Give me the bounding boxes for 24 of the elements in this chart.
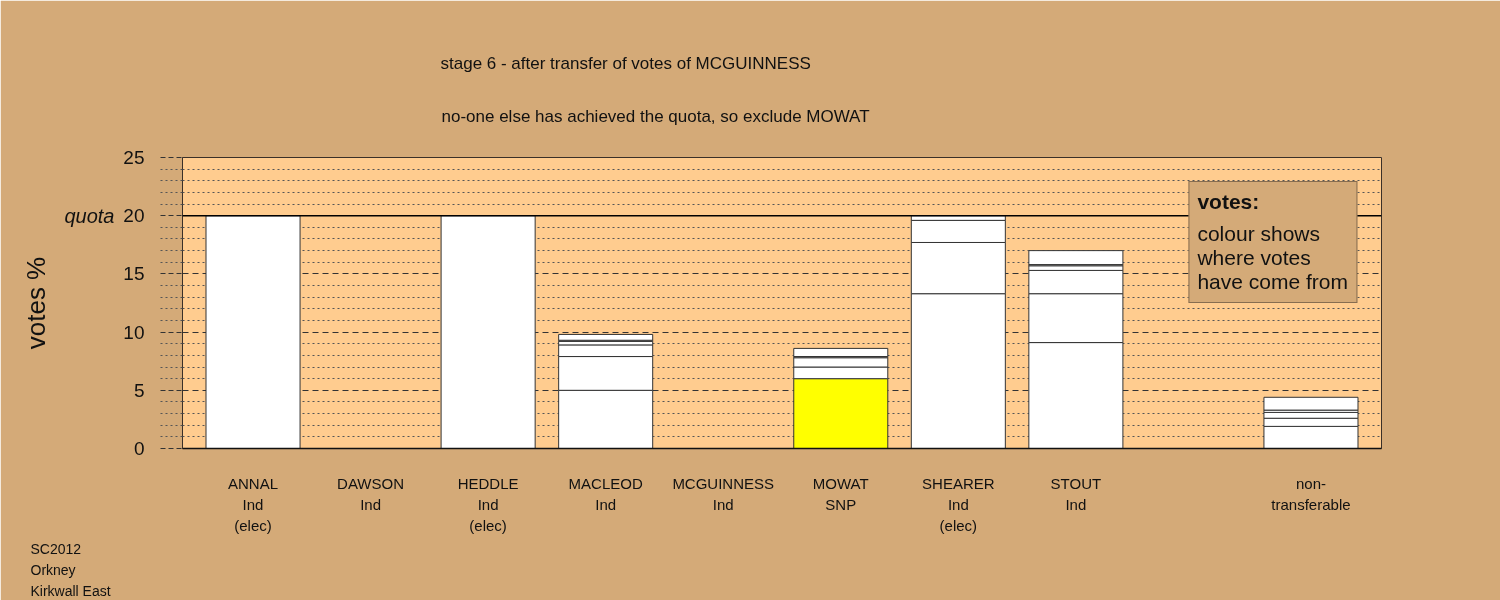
x-tick-label: non- transferable bbox=[1271, 474, 1351, 513]
annotation: colour shows where votes have come from bbox=[1197, 222, 1348, 294]
y-tick-label: 15 bbox=[123, 263, 145, 285]
text: Orkney bbox=[30, 562, 76, 578]
x-tick-label: DAWSON Ind bbox=[337, 474, 405, 513]
x-tick-label: STOUT Ind bbox=[1050, 474, 1102, 513]
legend-title: votes: bbox=[1197, 190, 1261, 214]
y-tick-label: 25 bbox=[123, 147, 145, 168]
y-tick-label: 10 bbox=[123, 321, 145, 343]
y-tick-label: 0 bbox=[133, 438, 145, 459]
y-tick-label: 5 bbox=[133, 379, 145, 401]
text: SC2012 bbox=[30, 541, 82, 557]
x-tick-label: HEDDLE Ind (elec) bbox=[457, 474, 519, 534]
x-tick-label: SHEARER Ind (elec) bbox=[922, 474, 995, 534]
chart-subtitle: no-one else has achieved the quota, so exclude MOWAT bbox=[441, 106, 870, 126]
x-tick-label: MACLEOD Ind bbox=[568, 474, 643, 513]
x-tick-label: MCGUINNESS Ind bbox=[672, 474, 775, 513]
y-axis-title: votes % bbox=[21, 256, 52, 350]
text: Kirkwall East bbox=[30, 583, 111, 599]
y-tick-label: 20 bbox=[123, 205, 145, 227]
ref-line-label: quota bbox=[64, 204, 115, 227]
x-tick-label: ANNAL Ind (elec) bbox=[228, 474, 279, 534]
x-tick-label: MOWAT SNP bbox=[812, 474, 869, 513]
chart-title: stage 6 - after transfer of votes of MCGUINNESS bbox=[440, 53, 811, 73]
